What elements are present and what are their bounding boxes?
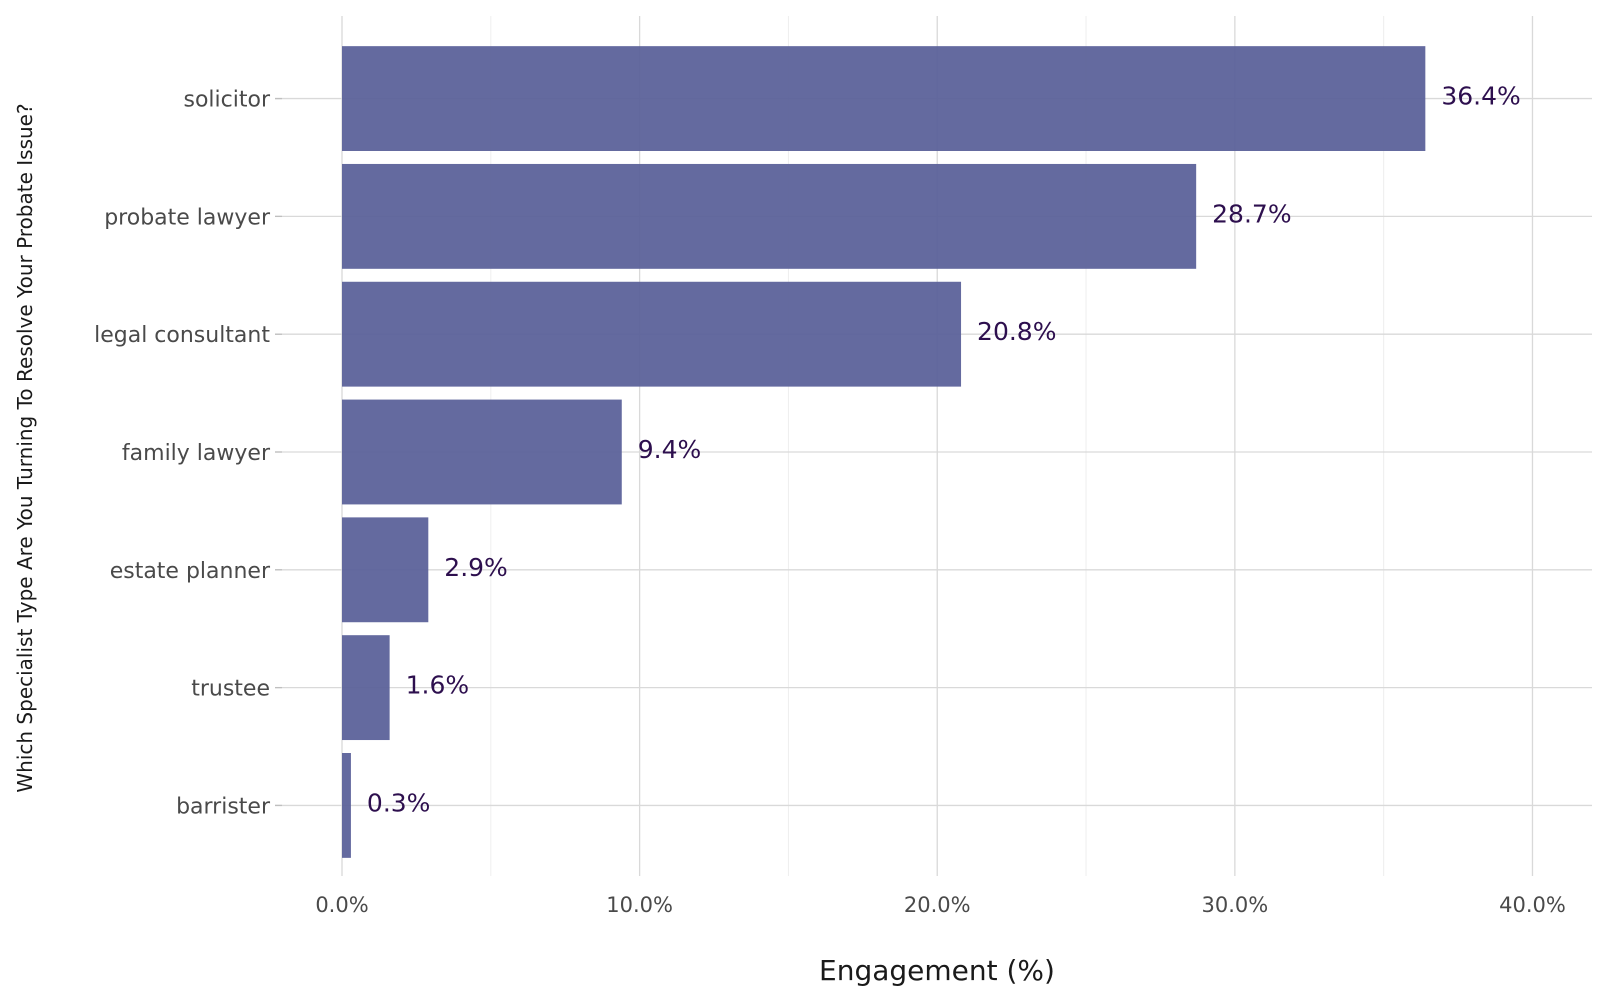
y-category-label: probate lawyer xyxy=(104,205,271,230)
x-axis-title: Engagement (%) xyxy=(819,954,1055,987)
bar xyxy=(342,753,351,858)
x-tick-label: 10.0% xyxy=(606,893,673,917)
y-category-label: barrister xyxy=(176,794,271,819)
y-category-label: trustee xyxy=(191,677,270,702)
y-category-label: family lawyer xyxy=(122,441,271,466)
bar-value-label: 1.6% xyxy=(406,671,470,700)
y-category-label: estate planner xyxy=(110,559,271,584)
bar-value-label: 20.8% xyxy=(977,317,1056,346)
bar xyxy=(342,517,429,623)
y-axis: solicitor probate lawyer legal consultant f… xyxy=(94,88,282,819)
bar xyxy=(342,635,390,741)
bar-value-label: 9.4% xyxy=(638,435,702,464)
x-tick-label: 30.0% xyxy=(1201,893,1268,917)
bars xyxy=(342,46,1426,858)
x-tick-label: 20.0% xyxy=(904,893,971,917)
bar-value-label: 28.7% xyxy=(1212,199,1291,228)
x-tick-label: 40.0% xyxy=(1499,893,1566,917)
bar xyxy=(342,163,1197,269)
bar-value-label: 2.9% xyxy=(444,553,508,582)
bar xyxy=(342,399,622,505)
x-axis: 0.0% 10.0% 20.0% 30.0% 40.0% xyxy=(315,893,1566,917)
bar xyxy=(342,281,962,387)
y-axis-title: Which Specialist Type Are You Turning To… xyxy=(13,103,37,792)
y-category-label: legal consultant xyxy=(94,323,270,348)
bar xyxy=(342,46,1426,152)
bar-value-label: 0.3% xyxy=(367,788,431,817)
y-category-label: solicitor xyxy=(184,88,271,113)
bar-value-label: 36.4% xyxy=(1441,82,1520,111)
x-tick-label: 0.0% xyxy=(315,893,368,917)
data-labels: 36.4% 28.7% 20.8% 9.4% 2.9% 1.6% 0.3% xyxy=(367,82,1521,818)
